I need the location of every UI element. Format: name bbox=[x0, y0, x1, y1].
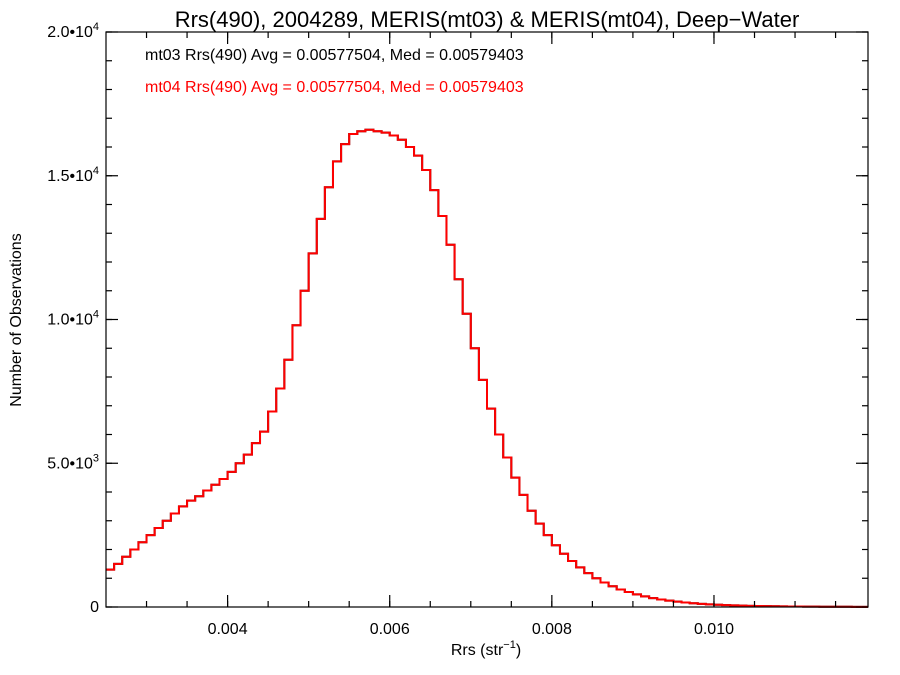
y-tick-exp: 4 bbox=[93, 21, 99, 33]
x-axis-label-sup: −1 bbox=[503, 639, 516, 651]
annotations: mt03 Rrs(490) Avg = 0.00577504, Med = 0.… bbox=[145, 47, 524, 96]
x-axis-label-main: Rrs (str bbox=[451, 642, 504, 659]
x-tick-label: 0.010 bbox=[694, 621, 734, 638]
y-tick-base: 0 bbox=[90, 599, 99, 616]
ticks-layer: 0.004 0.006 0.008 0.01005.0•1031.0•1041.5•1… bbox=[47, 21, 868, 638]
annotation-mt04: mt04 Rrs(490) Avg = 0.00577504, Med = 0.… bbox=[145, 79, 524, 96]
y-tick-label: 1.0•104 bbox=[47, 309, 99, 329]
series-layer bbox=[106, 128, 868, 608]
x-axis-label: Rrs (str−1) bbox=[451, 639, 521, 659]
y-tick-exp: 4 bbox=[93, 309, 99, 321]
x-tick-label: 0.008 bbox=[532, 621, 572, 638]
x-axis-label-end: ) bbox=[516, 642, 521, 659]
y-tick-base: 1.0•10 bbox=[47, 312, 93, 329]
y-tick-exp: 4 bbox=[93, 165, 99, 177]
x-tick-label: 0.006 bbox=[370, 621, 410, 638]
y-tick-label: 0 bbox=[90, 599, 99, 616]
y-tick-label: 2.0•104 bbox=[47, 21, 99, 41]
x-tick-label: 0.004 bbox=[208, 621, 248, 638]
y-tick-base: 5.0•10 bbox=[47, 455, 93, 472]
series-mt04-line bbox=[106, 128, 868, 608]
y-tick-base: 1.5•10 bbox=[47, 168, 93, 185]
y-axis-label: Number of Observations bbox=[8, 233, 25, 406]
y-tick-label: 1.5•104 bbox=[47, 165, 99, 185]
annotation-mt03: mt03 Rrs(490) Avg = 0.00577504, Med = 0.… bbox=[145, 47, 524, 64]
y-tick-base: 2.0•10 bbox=[47, 24, 93, 41]
y-tick-label: 5.0•103 bbox=[47, 452, 99, 472]
y-tick-exp: 3 bbox=[93, 452, 99, 464]
chart-title: Rrs(490), 2004289, MERIS(mt03) & MERIS(m… bbox=[175, 7, 800, 32]
